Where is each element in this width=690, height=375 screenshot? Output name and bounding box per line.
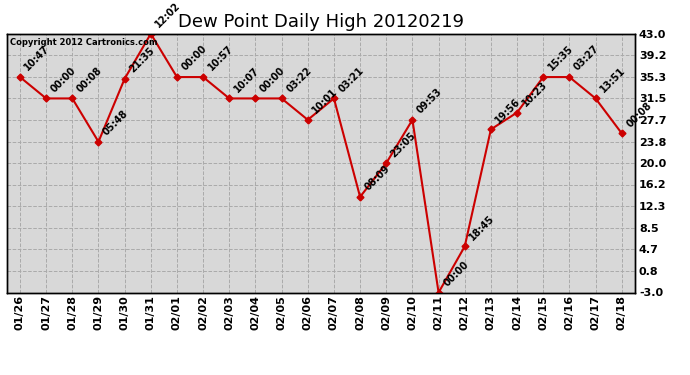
- Text: 12:02: 12:02: [154, 1, 183, 30]
- Text: 21:35: 21:35: [128, 46, 157, 75]
- Text: 00:00: 00:00: [49, 65, 78, 94]
- Text: 09:53: 09:53: [415, 87, 444, 116]
- Title: Dew Point Daily High 20120219: Dew Point Daily High 20120219: [178, 13, 464, 31]
- Text: Copyright 2012 Cartronics.com: Copyright 2012 Cartronics.com: [10, 38, 157, 46]
- Text: 08:09: 08:09: [363, 164, 392, 193]
- Text: 23:05: 23:05: [389, 130, 418, 159]
- Text: 00:00: 00:00: [442, 260, 471, 288]
- Text: 00:08: 00:08: [624, 100, 653, 129]
- Text: 00:00: 00:00: [258, 65, 287, 94]
- Text: 03:27: 03:27: [572, 44, 601, 73]
- Text: 10:57: 10:57: [206, 44, 235, 73]
- Text: 00:08: 00:08: [75, 65, 104, 94]
- Text: 19:56: 19:56: [493, 96, 523, 125]
- Text: 13:51: 13:51: [598, 65, 627, 94]
- Text: 18:45: 18:45: [468, 213, 497, 242]
- Text: 15:35: 15:35: [546, 44, 575, 73]
- Text: 05:48: 05:48: [101, 108, 130, 138]
- Text: 10:01: 10:01: [310, 87, 339, 116]
- Text: 00:00: 00:00: [179, 44, 209, 73]
- Text: 10:07: 10:07: [232, 65, 261, 94]
- Text: 03:22: 03:22: [284, 65, 313, 94]
- Text: 10:47: 10:47: [23, 44, 52, 73]
- Text: 10:23: 10:23: [520, 80, 549, 108]
- Text: 03:21: 03:21: [337, 65, 366, 94]
